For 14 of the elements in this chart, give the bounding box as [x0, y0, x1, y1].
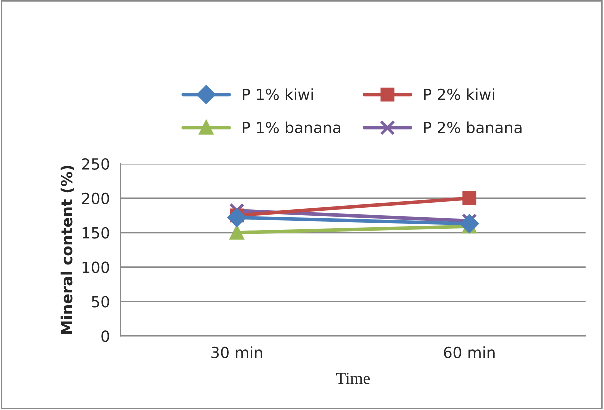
- y-axis-title: Mineral content (%): [60, 166, 75, 334]
- y-tick-label: 150: [82, 227, 110, 239]
- x-tick-label: 60 min: [444, 346, 495, 358]
- y-tick-label: 50: [92, 296, 110, 308]
- legend-label: P 1% banana: [243, 122, 340, 134]
- y-tick-label: 100: [82, 262, 110, 274]
- y-tick-label: 250: [82, 158, 110, 170]
- legend-label: P 2% kiwi: [424, 88, 494, 100]
- legend-label: P 2% banana: [424, 122, 522, 134]
- legend-label: P 1% kiwi: [243, 88, 314, 100]
- y-tick-label: 200: [82, 192, 110, 204]
- x-tick-label: 30 min: [212, 346, 262, 358]
- y-tick-label: 0: [102, 330, 110, 342]
- x-axis-title: Time: [336, 373, 370, 384]
